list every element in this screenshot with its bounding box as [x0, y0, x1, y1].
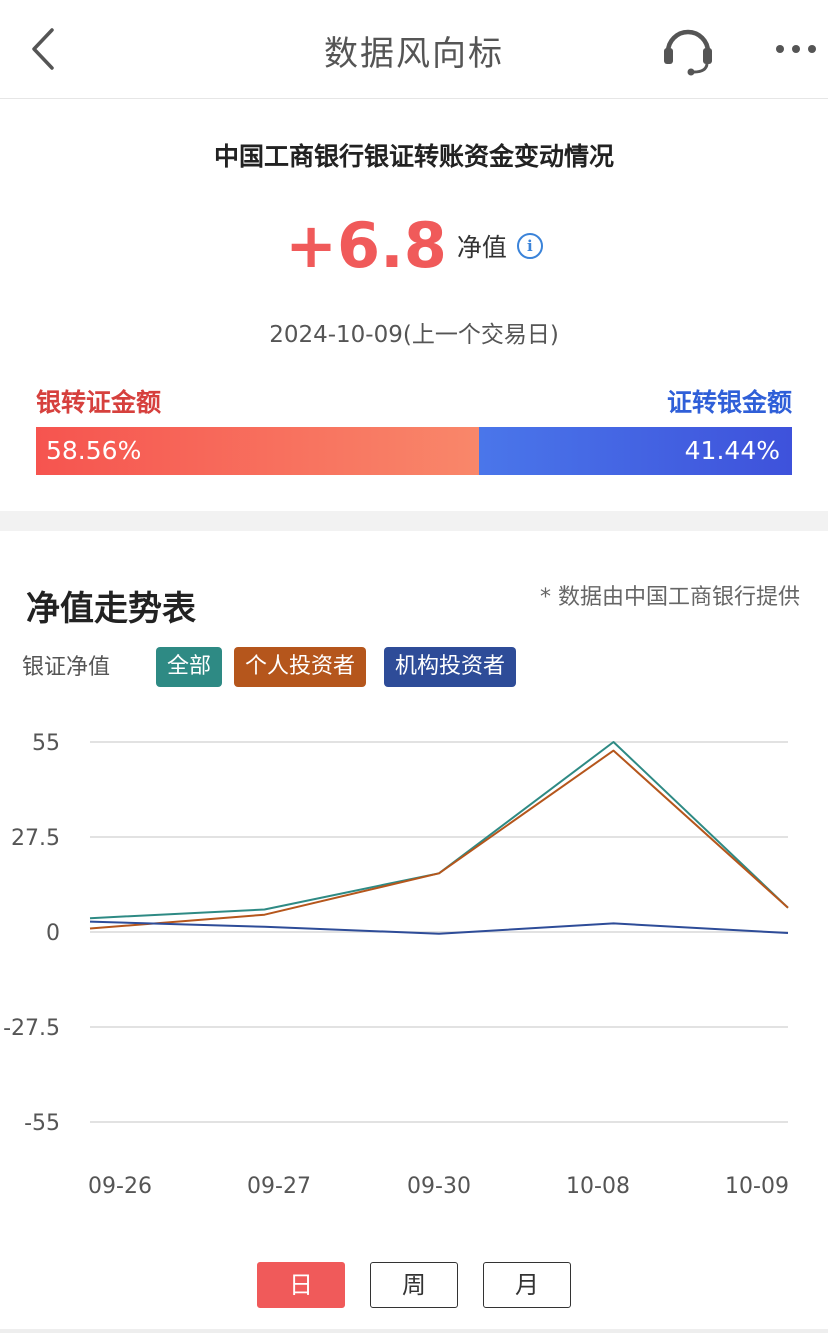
summary-title: 中国工商银行银证转账资金变动情况 [213, 142, 614, 171]
x-tick-label: 09-26 [88, 1174, 152, 1199]
y-tick-label: -27.5 [3, 1016, 60, 1041]
legend-individual-chip[interactable]: 个人投资者 [234, 647, 367, 687]
trade-date: 2024-10-09(上一个交易日) [269, 322, 559, 348]
data-source-note: * 数据由中国工商银行提供 [540, 585, 800, 610]
info-icon[interactable]: i [516, 232, 543, 259]
chevron-left-icon[interactable] [24, 26, 64, 72]
series-line-0 [89, 741, 789, 920]
net-label: 净值 [456, 232, 507, 262]
y-tick-label: 55 [32, 731, 60, 756]
net-value: +6.8 [285, 209, 447, 282]
trend-title: 净值走势表 [26, 589, 196, 629]
period-day-button[interactable]: 日 [257, 1262, 345, 1308]
period-week-button[interactable]: 周 [370, 1262, 458, 1308]
headset-icon[interactable] [660, 22, 716, 76]
bank-to-securities-label: 银转证金额 [36, 388, 162, 417]
bottom-edge [0, 1329, 828, 1333]
trend-section: 净值走势表 * 数据由中国工商银行提供 银证净值 全部 个人投资者 机构投资者 … [0, 531, 828, 1333]
nav-bar: 数据风向标 [0, 0, 828, 99]
x-tick-label: 09-27 [247, 1174, 311, 1199]
period-month-button[interactable]: 月 [483, 1262, 571, 1308]
x-tick-label: 09-30 [407, 1174, 471, 1199]
section-divider [0, 511, 828, 531]
legend-institution-chip[interactable]: 机构投资者 [384, 647, 517, 687]
y-tick-label: 27.5 [11, 826, 60, 851]
series-line-1 [89, 749, 789, 930]
summary-section: 中国工商银行银证转账资金变动情况 +6.8 净值 i 2024-10-09(上一个交… [0, 99, 828, 511]
more-dots-icon[interactable] [772, 40, 820, 58]
y-tick-label: 0 [46, 921, 60, 946]
legend-all-chip[interactable]: 全部 [156, 647, 223, 687]
page-title: 数据风向标 [324, 34, 504, 74]
bank-to-securities-bar: 58.56% [36, 427, 479, 475]
period-selector: 日 周 月 [0, 1262, 828, 1310]
securities-to-bank-label: 证转银金额 [666, 388, 792, 417]
legend-label: 银证净值 [22, 655, 111, 680]
net-value-row: +6.8 净值 i [0, 209, 828, 282]
securities-to-bank-bar: 41.44% [478, 427, 792, 475]
y-tick-label: -55 [24, 1111, 60, 1136]
flow-ratio-bar: 58.56% 41.44% [36, 427, 792, 475]
series-line-2 [89, 920, 789, 935]
net-value-line-chart: 55 27.5 0 -27.5 -55 09-26 09-27 09-30 10-08 10-09 [3, 731, 789, 1199]
x-tick-label: 10-08 [566, 1174, 630, 1199]
x-tick-label: 10-09 [725, 1174, 789, 1199]
